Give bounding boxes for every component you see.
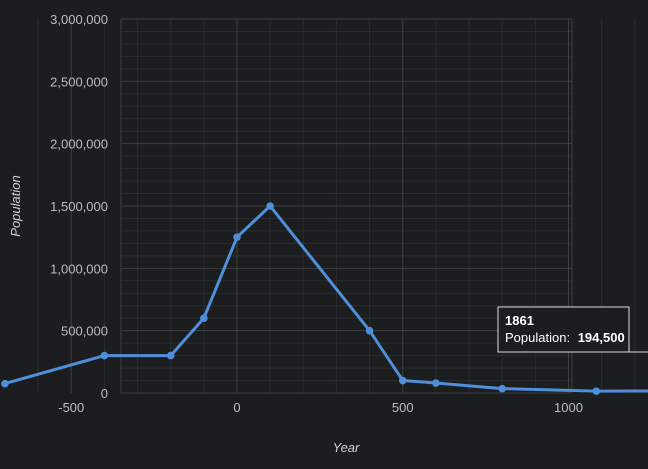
tick-labels: -50005001000150020000500,0001,000,0001,5… (50, 12, 583, 415)
y-tick-label: 3,000,000 (50, 12, 108, 27)
x-tick-label: 500 (392, 400, 414, 415)
tooltip: 1861 Population: 194,500 (497, 306, 648, 353)
x-tick-label: 1000 (554, 400, 583, 415)
data-point (398, 376, 407, 385)
y-tick-label: 1,000,000 (50, 261, 108, 276)
y-tick-label: 0 (101, 386, 108, 401)
data-point (1, 379, 9, 388)
y-axis-title: Population (8, 175, 23, 236)
data-point (498, 384, 507, 393)
y-tick-label: 500,000 (61, 324, 108, 339)
x-axis-title: Year (333, 440, 360, 455)
data-point (166, 351, 175, 360)
data-point (592, 387, 601, 395)
data-point (432, 379, 440, 387)
x-tick-label: -500 (58, 400, 84, 415)
y-tick-label: 2,000,000 (50, 137, 108, 152)
x-tick-label: 0 (233, 400, 240, 415)
tooltip-box (497, 306, 648, 353)
data-point (233, 233, 241, 241)
tooltip-title: 1861 (505, 313, 534, 328)
data-point (200, 314, 208, 323)
y-tick-label: 1,500,000 (50, 199, 108, 214)
data-point (365, 326, 374, 335)
tooltip-value: 194,500 (578, 330, 625, 345)
data-point (100, 351, 109, 360)
tooltip-label: Population: (505, 330, 570, 345)
y-tick-label: 2,500,000 (50, 74, 108, 89)
data-point (266, 202, 274, 210)
series-layer (1, 202, 648, 395)
tooltip-line: Population: 194,500 (505, 330, 625, 345)
